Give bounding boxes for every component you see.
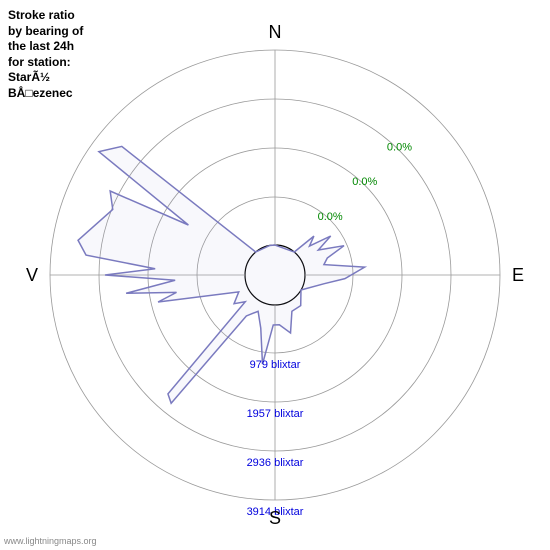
svg-text:S: S	[269, 508, 281, 525]
polar-svg: 979 blixtar1957 blixtar2936 blixtar3914 …	[25, 25, 525, 525]
svg-text:0.0%: 0.0%	[387, 142, 412, 154]
svg-text:0.0%: 0.0%	[318, 211, 343, 223]
svg-text:V: V	[26, 265, 38, 285]
polar-chart: 979 blixtar1957 blixtar2936 blixtar3914 …	[25, 25, 525, 525]
footer-credit: www.lightningmaps.org	[4, 536, 97, 546]
svg-text:N: N	[269, 25, 282, 42]
svg-text:979 blixtar: 979 blixtar	[250, 359, 301, 371]
title-line-1: Stroke ratio	[8, 8, 83, 24]
svg-text:E: E	[512, 265, 524, 285]
svg-text:1957 blixtar: 1957 blixtar	[247, 408, 304, 420]
svg-text:0.0%: 0.0%	[352, 176, 377, 188]
svg-text:2936 blixtar: 2936 blixtar	[247, 457, 304, 469]
